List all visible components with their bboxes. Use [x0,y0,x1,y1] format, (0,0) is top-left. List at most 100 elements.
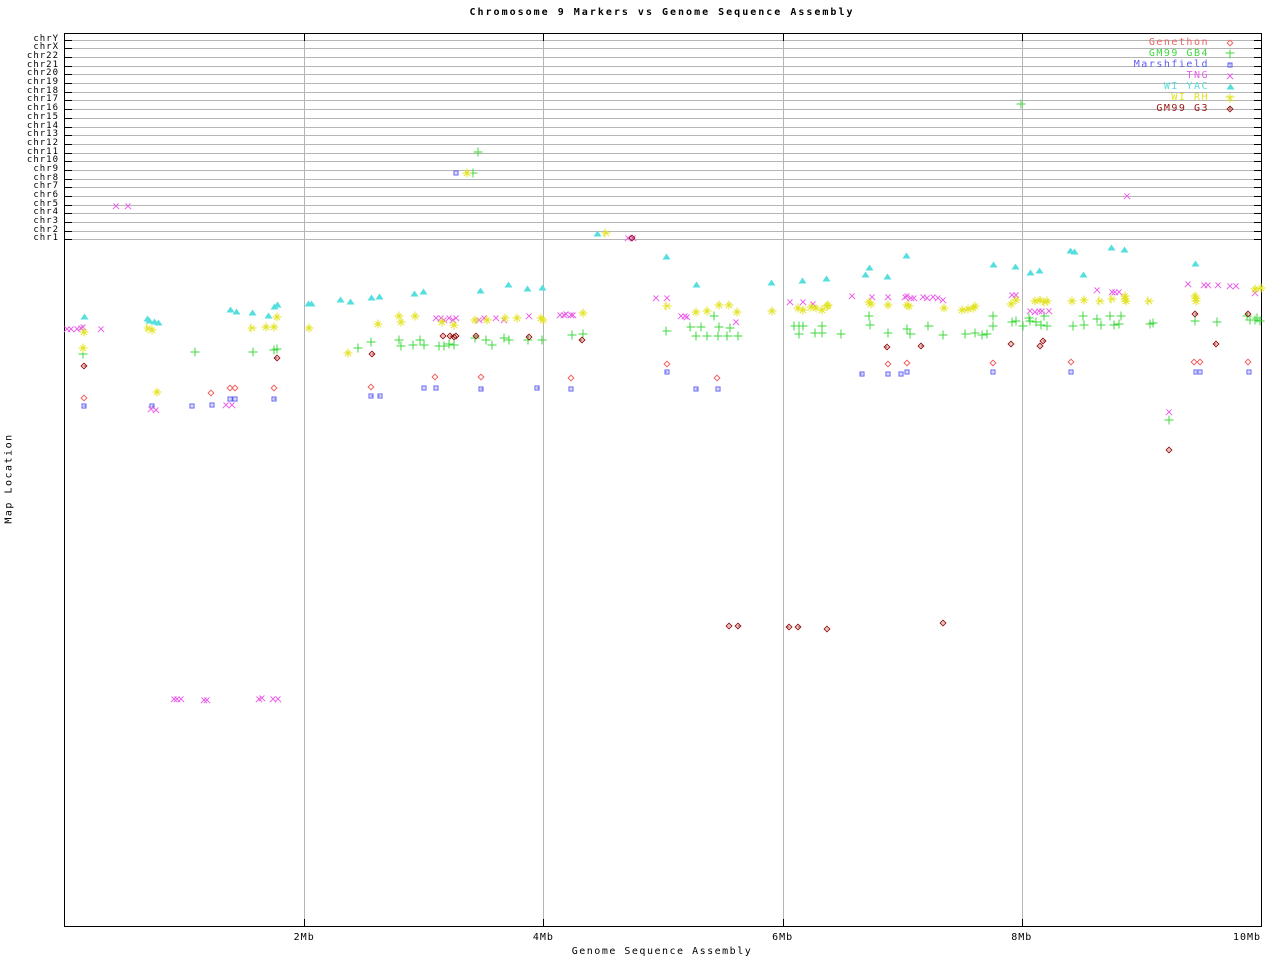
data-point [883,370,892,379]
y-tick-label: chr2 [33,224,59,235]
data-point [686,322,695,332]
data-point [1092,314,1102,324]
chromosome-gridline [65,187,1261,189]
y-tick-mark-right [1254,109,1261,111]
y-tick-label: chr22 [26,51,59,62]
data-point [1120,245,1129,254]
data-point [982,329,992,339]
data-point [1007,340,1016,349]
chromosome-gridline [65,161,1261,163]
data-point [1105,311,1115,321]
data-point [988,311,998,321]
data-point [691,307,701,317]
triangle-icon [1226,82,1235,91]
data-point [865,263,874,272]
data-point [845,289,859,303]
y-tick-mark-left [65,126,72,128]
y-tick-mark-left [65,100,72,102]
data-point [904,301,914,311]
y-axis-label: Map Location [3,433,15,524]
data-point [206,389,215,398]
data-point [906,329,916,339]
data-point [1148,318,1158,328]
data-point [1256,283,1266,293]
data-point [80,402,89,411]
data-point [798,305,808,315]
legend-entry: GM99 G3 [1134,103,1245,114]
data-point [1026,268,1035,277]
data-point [430,373,439,382]
y-tick-mark-right [1254,204,1261,206]
data-point [152,387,162,397]
data-point [272,344,282,354]
data-point [733,331,743,341]
data-point [473,147,483,157]
data-point [1144,296,1154,306]
data-point [662,252,671,261]
y-tick-mark-left [65,187,72,189]
legend-entry: WI YAC [1134,81,1245,92]
data-point [1096,320,1106,330]
y-tick-label: chr8 [33,172,59,183]
data-point [714,385,723,394]
data-point [767,306,777,316]
data-point [523,284,532,293]
mb-gridline [1021,34,1023,926]
data-point [1011,316,1021,326]
chromosome-gridline [65,39,1261,41]
y-tick-mark-left [65,213,72,215]
data-point [431,384,440,393]
chromosome-gridline [65,65,1261,67]
data-point [307,299,316,308]
y-tick-mark-left [65,91,72,93]
data-point [1035,342,1044,351]
data-point [273,300,282,309]
data-point [1066,368,1075,377]
data-point [1036,320,1046,330]
chromosome-gridline [65,57,1261,59]
data-point [714,322,724,332]
square-dot-icon [1226,60,1235,69]
data-point [230,384,239,393]
data-point [1107,294,1116,304]
data-point [1190,316,1200,326]
y-tick-mark-right [1254,39,1261,41]
data-point [538,283,547,292]
legend-entry: WI RH [1134,92,1245,103]
y-tick-mark-left [65,178,72,180]
data-point [1078,311,1088,321]
data-point [938,619,947,628]
data-point [504,335,514,345]
x-tick-label: 8Mb [1011,932,1033,943]
data-point [247,323,257,333]
data-point [823,300,833,310]
data-point [1107,243,1116,252]
y-tick-mark-left [65,161,72,163]
data-point [817,321,827,331]
data-point [272,354,281,363]
data-point [1040,311,1050,321]
data-point [1191,296,1201,306]
data-point [336,295,345,304]
y-tick-label: chr7 [33,181,59,192]
y-tick-mark-right [1254,83,1261,85]
data-point [1031,317,1041,327]
y-tick-mark-right [1254,178,1261,180]
plus-icon [1225,49,1235,58]
chromosome-gridline [65,221,1261,223]
y-tick-mark-right [1254,195,1261,197]
data-point [1090,283,1104,297]
data-point [817,328,827,338]
y-tick-label: chr15 [26,111,59,122]
data-point [1255,316,1265,326]
data-point [970,328,980,338]
x-tick-mark-top [304,34,306,41]
data-point [1025,316,1035,326]
data-point [1011,295,1021,305]
y-tick-mark-right [1254,48,1261,50]
y-tick-label: chr3 [33,216,59,227]
data-point [1191,259,1200,268]
data-point [865,320,875,330]
data-point [1181,277,1195,291]
legend-label: Marshfield [1133,59,1209,70]
